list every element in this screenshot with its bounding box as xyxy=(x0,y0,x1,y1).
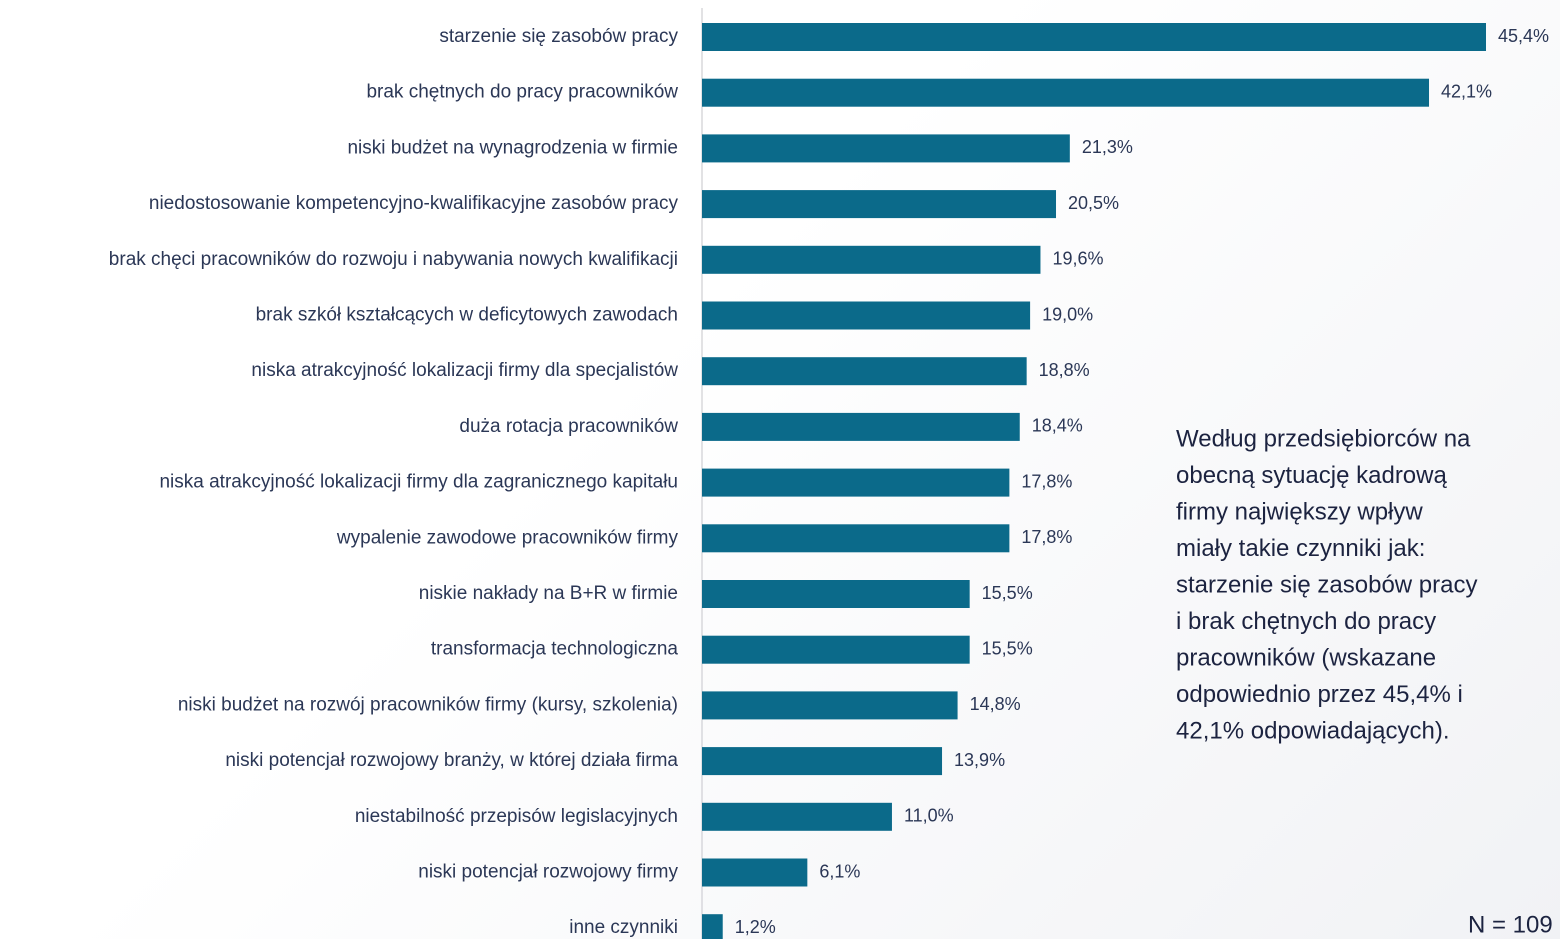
value-label: 20,5% xyxy=(1068,193,1119,213)
category-label: brak chęci pracowników do rozwoju i naby… xyxy=(109,249,678,270)
bar xyxy=(702,23,1486,51)
annotation-line: pracowników (wskazane xyxy=(1176,644,1436,671)
value-label: 11,0% xyxy=(904,806,954,826)
value-label: 18,8% xyxy=(1039,360,1090,380)
sample-note: N = 109 xyxy=(1468,911,1553,938)
value-label: 14,8% xyxy=(970,694,1021,714)
value-label: 21,3% xyxy=(1082,137,1133,157)
value-label: 17,8% xyxy=(1021,471,1072,491)
annotation-line: obecną sytuację kadrową xyxy=(1176,462,1447,489)
bar xyxy=(702,190,1057,219)
value-label: 1,2% xyxy=(735,917,776,937)
value-label: 19,0% xyxy=(1042,304,1093,324)
bar xyxy=(702,580,970,608)
bar xyxy=(702,802,892,831)
value-label: 15,5% xyxy=(982,638,1033,658)
bar xyxy=(702,245,1041,274)
bar xyxy=(702,635,970,664)
category-label: brak szkół kształcących w deficytowych z… xyxy=(256,305,678,326)
category-label: duża rotacja pracowników xyxy=(459,416,678,437)
value-label: 15,5% xyxy=(982,583,1033,603)
value-label: 19,6% xyxy=(1052,249,1103,269)
bar xyxy=(702,468,1010,497)
category-label: niskie nakłady na B+R w firmie xyxy=(419,583,678,604)
bar xyxy=(702,914,723,939)
category-label: niestabilność przepisów legislacyjnych xyxy=(355,806,678,827)
annotation-line: odpowiednio przez 45,4% i xyxy=(1176,681,1463,708)
category-label: inne czynniki xyxy=(569,917,678,938)
category-label: niska atrakcyjność lokalizacji firmy dla… xyxy=(251,360,678,381)
annotation-line: miały takie czynniki jak: xyxy=(1176,535,1425,562)
bar xyxy=(702,301,1031,330)
annotation-line: i brak chętnych do pracy xyxy=(1176,608,1436,635)
category-label: transformacja technologiczna xyxy=(431,639,679,660)
category-label: niski budżet na wynagrodzenia w firmie xyxy=(347,137,678,158)
annotation-line: 42,1% odpowiadających). xyxy=(1176,717,1450,744)
category-label: niski budżet na rozwój pracowników firmy… xyxy=(178,694,678,715)
category-label: wypalenie zawodowe pracowników firmy xyxy=(336,527,679,548)
category-label: niedostosowanie kompetencyjno-kwalifikac… xyxy=(149,193,679,214)
bar xyxy=(702,412,1020,441)
bar xyxy=(702,691,958,720)
bar xyxy=(702,747,943,776)
value-label: 18,4% xyxy=(1032,416,1083,436)
category-label: brak chętnych do pracy pracowników xyxy=(366,82,678,103)
category-label: niski potencjał rozwojowy branży, w któr… xyxy=(225,750,678,771)
annotation-line: Według przedsiębiorców na xyxy=(1176,425,1471,452)
value-label: 42,1% xyxy=(1441,81,1492,101)
category-label: niska atrakcyjność lokalizacji firmy dla… xyxy=(159,472,678,493)
annotation-line: starzenie się zasobów pracy xyxy=(1176,571,1477,598)
bar xyxy=(702,357,1027,386)
annotation-line: firmy największy wpływ xyxy=(1176,498,1423,525)
category-label: niski potencjał rozwojowy firmy xyxy=(418,862,678,883)
bar xyxy=(702,134,1070,163)
value-label: 17,8% xyxy=(1021,527,1072,547)
bar xyxy=(702,78,1430,107)
value-label: 6,1% xyxy=(819,861,860,881)
value-label: 13,9% xyxy=(954,750,1005,770)
category-label: starzenie się zasobów pracy xyxy=(439,26,678,47)
value-label: 45,4% xyxy=(1498,26,1549,46)
bar xyxy=(702,858,808,887)
bar xyxy=(702,524,1010,553)
